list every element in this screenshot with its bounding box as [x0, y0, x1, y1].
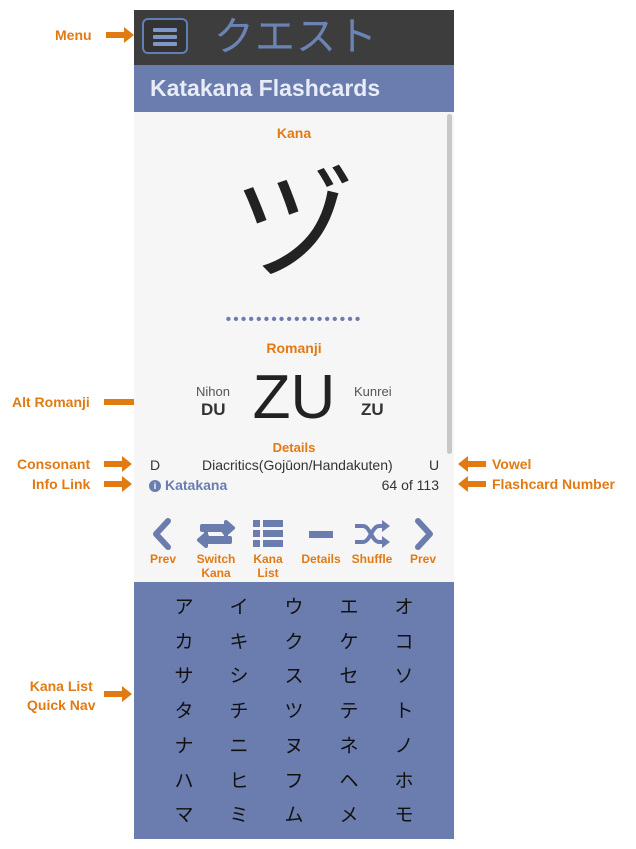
annotation-alt-romanji: Alt Romanji	[12, 394, 90, 410]
details-button-label: Details	[301, 552, 341, 566]
kana-grid-cell[interactable]: エ	[339, 596, 359, 618]
kana-quick-nav: ア イ ウ エ オカ キ ク ケ コサ シ ス セ ソタ チ ツ テ トナ ニ ヌ ネ ノハ ヒ フ ヘ ホマ ミ ム メ モ	[134, 582, 454, 839]
retweet-icon	[197, 520, 235, 548]
kana-grid-cell[interactable]: フ	[284, 769, 304, 792]
kana-grid-cell[interactable]: オ	[394, 596, 414, 618]
kana-grid-cell[interactable]: ホ	[394, 769, 414, 792]
kana-grid-cell[interactable]: ミ	[229, 804, 249, 827]
kana-grid-cell[interactable]: セ	[339, 665, 359, 688]
nihon-label: Nihon	[196, 384, 230, 399]
shuffle-icon	[355, 520, 390, 548]
info-link[interactable]: i Katakana	[149, 477, 227, 493]
kana-grid-cell[interactable]: シ	[229, 665, 249, 688]
kunrei-value: ZU	[361, 400, 384, 419]
annotation-arrow-icon	[458, 476, 486, 492]
kana-grid-cell[interactable]: ヒ	[229, 769, 249, 792]
kunrei-label: Kunrei	[354, 384, 392, 399]
kana-list-button[interactable]: Kana List	[243, 516, 293, 580]
chevron-right-icon	[415, 518, 433, 550]
romanji-value: ZU	[252, 363, 336, 432]
next-button[interactable]: Prev	[398, 516, 448, 566]
list-icon	[253, 520, 283, 547]
kana-grid-cell[interactable]: ケ	[339, 630, 359, 653]
annotation-arrow-icon	[104, 456, 132, 472]
vowel-value: U	[429, 457, 440, 473]
info-icon: i	[149, 480, 161, 492]
annotation-consonant: Consonant	[17, 456, 91, 472]
kana-grid-cell[interactable]: タ	[174, 700, 194, 723]
switch-kana-label-line2: Kana	[201, 566, 231, 580]
screen-title: Katakana Flashcards	[150, 75, 381, 101]
shuffle-button[interactable]: Shuffle	[347, 516, 397, 566]
annotation-arrow-icon	[106, 27, 134, 43]
hamburger-icon	[153, 35, 177, 39]
kana-grid-cell[interactable]: ソ	[394, 665, 414, 688]
annotation-vowel: Vowel	[492, 456, 532, 472]
kana-grid-cell[interactable]: チ	[229, 700, 249, 723]
kana-grid-cell[interactable]: ヘ	[339, 769, 359, 792]
annotation-info-link: Info Link	[32, 476, 91, 492]
dotted-divider: ••••••••••••••••••	[225, 311, 363, 328]
chevron-left-icon	[153, 518, 171, 550]
kana-grid-cell[interactable]: ス	[284, 665, 304, 688]
kana-grid-cell[interactable]: ウ	[284, 596, 304, 618]
kana-list-label-line1: Kana	[253, 552, 283, 566]
consonant-value: D	[150, 457, 161, 473]
prev-label: Prev	[149, 552, 177, 566]
annotation-arrow-icon	[458, 456, 486, 472]
kana-grid-cell[interactable]: ネ	[339, 734, 359, 757]
flashcard-counter: 64 of 113	[381, 477, 439, 493]
shuffle-label: Shuffle	[351, 552, 393, 566]
top-bar: クエスト	[134, 10, 454, 65]
romanji-label: Romanji	[266, 340, 322, 356]
kana-grid-cell[interactable]: コ	[394, 630, 414, 653]
kana-grid-cell[interactable]: ツ	[284, 700, 304, 723]
kana-grid-cell[interactable]: ム	[284, 804, 304, 827]
kana-grid-cell[interactable]: ク	[284, 630, 304, 653]
kana-grid-cell[interactable]: カ	[174, 630, 194, 653]
annotation-kana-list-line2: Quick Nav	[27, 697, 96, 713]
details-label: Details	[272, 440, 316, 455]
kana-list-label-line2: List	[257, 566, 279, 580]
kana-grid-cell[interactable]: イ	[229, 596, 249, 618]
kana-grid-cell[interactable]: ナ	[174, 734, 194, 757]
kana-grid-cell[interactable]: メ	[339, 804, 359, 827]
kana-grid-cell[interactable]: マ	[174, 804, 194, 827]
annotation-flashcard-number: Flashcard Number	[492, 476, 615, 492]
kana-grid-cell[interactable]: ヌ	[284, 734, 304, 757]
app-screen: クエスト Katakana Flashcards Kana ヅ ••••••••…	[134, 10, 454, 839]
info-link-label: Katakana	[165, 477, 228, 493]
kana-grid-cell[interactable]: テ	[339, 700, 359, 723]
kana-grid-cell[interactable]: キ	[229, 630, 249, 653]
diacritics-value: Diacritics(Gojūon/Handakuten)	[202, 457, 393, 473]
kana-grid-cell[interactable]: サ	[174, 665, 194, 688]
kana-grid-cell[interactable]: ハ	[174, 769, 194, 792]
switch-kana-button[interactable]: Switch Kana	[191, 516, 241, 580]
kana-grid-cell[interactable]: モ	[394, 804, 414, 827]
hamburger-icon	[153, 28, 177, 32]
screen-title-bar: Katakana Flashcards	[134, 65, 454, 112]
annotation-arrow-icon	[104, 686, 132, 702]
kana-grid-cell[interactable]: ト	[394, 700, 414, 723]
kana-grid-cell[interactable]: ア	[174, 596, 194, 618]
app-title: クエスト	[214, 14, 378, 60]
annotation-kana-list: Kana List Quick Nav	[27, 677, 95, 715]
kana-label: Kana	[276, 125, 312, 141]
kana-grid-cell[interactable]: ニ	[229, 734, 249, 757]
kana-character: ヅ	[234, 157, 354, 296]
details-button[interactable]: Details	[296, 516, 346, 566]
annotation-menu: Menu	[55, 27, 92, 43]
kana-grid-cell[interactable]: ノ	[394, 734, 414, 757]
annotation-kana-list-line1: Kana List	[29, 678, 93, 694]
minus-icon	[309, 531, 333, 538]
scrollbar[interactable]	[447, 114, 452, 454]
switch-kana-label-line1: Switch	[196, 552, 236, 566]
nihon-value: DU	[201, 400, 226, 419]
hamburger-icon	[153, 42, 177, 46]
prev-button[interactable]: Prev	[138, 516, 188, 566]
menu-button[interactable]	[142, 18, 188, 54]
annotation-arrow-icon	[104, 476, 132, 492]
next-label: Prev	[409, 552, 437, 566]
